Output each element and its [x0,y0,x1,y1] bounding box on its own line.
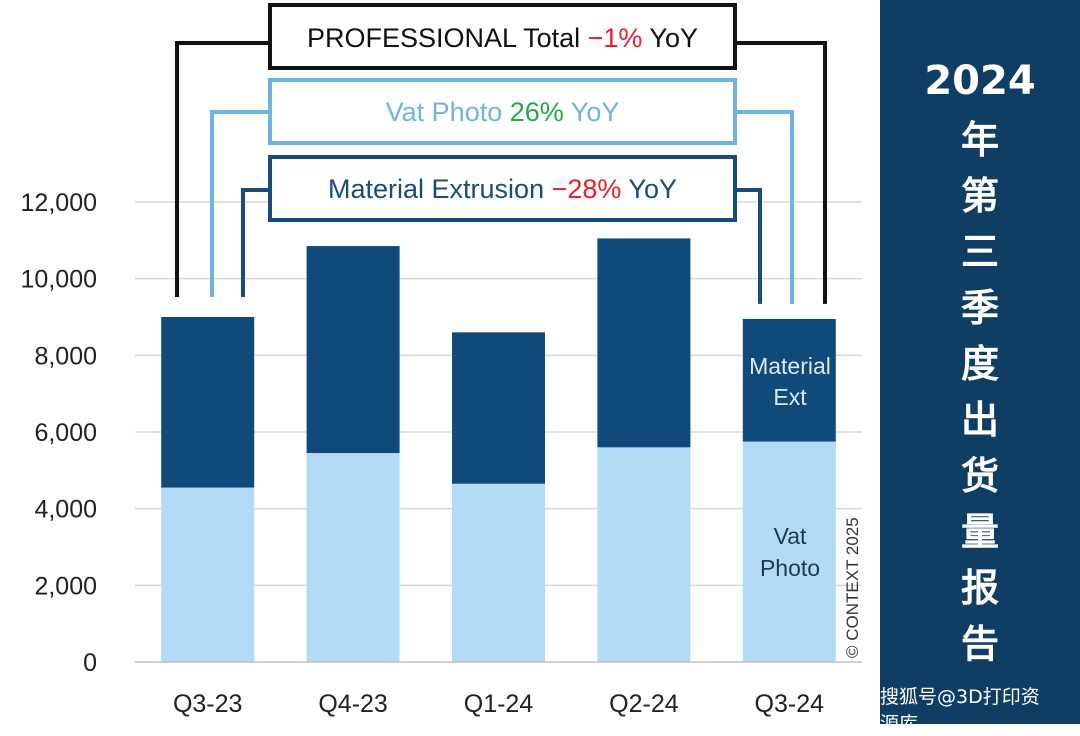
bars [161,238,836,662]
callout-change: −28% [552,174,622,204]
bar-segment [742,318,836,442]
side-title-char: 报 [960,566,999,610]
inline-label-material-line1: Material [749,353,831,379]
callout-connector-right [735,188,762,304]
side-title-char: 三 [960,230,999,274]
callout-connector-left [210,110,270,297]
inline-label-vat-photo: Vat Photo [760,523,820,581]
callout-suffix: YoY [564,97,620,127]
callout-suffix: YoY [621,174,677,204]
callout-change: 26% [510,97,564,127]
callout-change: −1% [588,23,643,53]
callout-connectors [175,41,827,304]
bar-segment [742,441,836,662]
y-tick-label: 8,000 [34,342,97,370]
callout-connector-right [735,41,827,304]
bar-segment [452,483,545,662]
x-axis-ticks: Q3-23 Q4-23 Q1-24 Q2-24 Q3-24 [173,690,824,718]
side-title-char: 年 [960,118,999,162]
callout-connector-left [175,41,270,297]
callout-connector-right [735,110,794,304]
callout-text: Material Extrusion −28% YoY [328,174,677,204]
bar-segment [306,246,400,454]
side-title-char: 度 [960,342,999,386]
side-title-text: 年第三季度出货量报告 [880,112,1080,672]
y-tick-label: 2,000 [34,572,97,600]
x-tick-label: Q4-23 [318,690,387,718]
side-title-char: 货 [960,454,999,498]
bar-segment [161,487,255,662]
callout-box [268,155,737,222]
y-tick-label: 10,000 [21,266,97,294]
callout-text: PROFESSIONAL Total −1% YoY [307,23,698,53]
callout-connector-left [241,188,270,297]
callout-text: Vat Photo 26% YoY [386,97,620,127]
bar-segment [161,317,255,488]
x-tick-label: Q1-24 [464,690,534,718]
x-tick-label: Q3-23 [173,690,242,718]
side-title-char: 告 [960,622,999,666]
bar-segment [452,332,545,484]
bar-segment [597,447,691,662]
callout-label: PROFESSIONAL Total [307,23,588,53]
y-tick-label: 6,000 [34,419,97,447]
inline-label-vat-line2: Photo [760,555,820,581]
y-axis-ticks: 0 2,000 4,000 6,000 8,000 10,000 12,000 [21,189,97,677]
side-title-panel: 2024 年第三季度出货量报告 搜狐号@3D打印资源库 [880,0,1080,735]
inline-label-vat-line1: Vat [774,523,807,549]
side-title-year: 2024 [924,58,1036,104]
y-tick-label: 12,000 [21,189,97,217]
copyright-label: © CONTEXT 2025 [843,517,862,658]
y-tick-label: 4,000 [34,496,97,524]
inline-label-material-line2: Ext [773,384,807,410]
callout-suffix: YoY [642,23,698,53]
callout-box [268,78,737,145]
watermark-text: 搜狐号@3D打印资源库 [880,686,1040,735]
x-tick-label: Q2-24 [609,690,679,718]
inline-label-material-ext: Material Ext [749,353,831,410]
callout-box [268,3,737,70]
callout-label: Material Extrusion [328,174,552,204]
callout-label: Vat Photo [386,97,510,127]
bar-segment [597,238,691,448]
side-title-char: 第 [960,174,999,218]
side-title-char: 出 [960,398,999,442]
x-tick-label: Q3-24 [755,690,825,718]
side-title-char: 量 [960,510,999,554]
y-tick-label: 0 [83,649,97,677]
side-title-char: 季 [960,286,999,330]
bar-segment [306,453,400,662]
